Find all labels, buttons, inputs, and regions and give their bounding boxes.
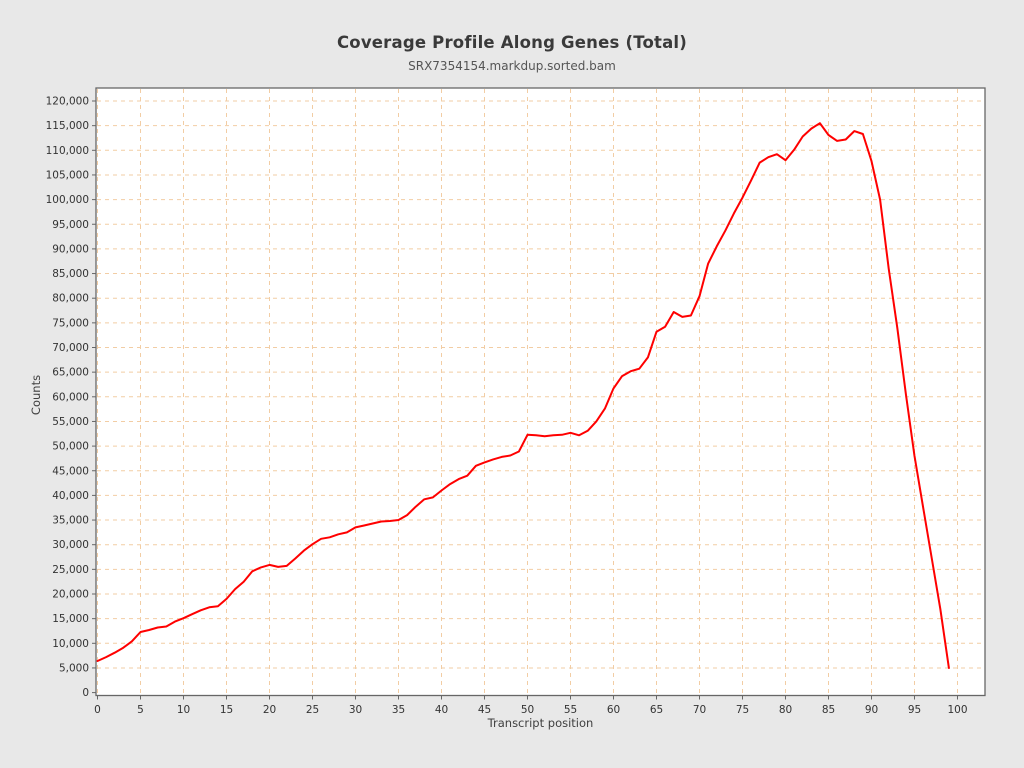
y-tick-label: 110,000 (46, 145, 89, 157)
x-tick-label: 65 (650, 704, 663, 716)
y-tick-label: 60,000 (52, 391, 89, 403)
x-tick-label: 100 (947, 704, 967, 716)
x-tick-label: 70 (693, 704, 706, 716)
y-tick-label: 100,000 (46, 194, 89, 206)
y-tick-label: 50,000 (52, 441, 89, 453)
y-tick-label: 80,000 (52, 293, 89, 305)
y-tick-label: 105,000 (46, 169, 89, 181)
y-tick-label: 115,000 (46, 120, 89, 132)
y-tick-label: 120,000 (46, 96, 89, 108)
y-tick-label: 0 (82, 687, 89, 699)
y-tick-label: 55,000 (52, 416, 89, 428)
x-tick-label: 15 (220, 704, 233, 716)
plot-area (96, 88, 985, 696)
y-axis-label: Counts (29, 374, 43, 416)
x-tick-label: 0 (94, 704, 101, 716)
x-tick-label: 50 (521, 704, 534, 716)
x-tick-label: 10 (177, 704, 190, 716)
y-tick-label: 65,000 (52, 367, 89, 379)
y-tick-label: 90,000 (52, 243, 89, 255)
chart-subtitle: SRX7354154.markdup.sorted.bam (408, 59, 616, 73)
x-axis-label: Transcript position (487, 716, 594, 730)
y-tick-label: 5,000 (59, 662, 89, 674)
x-tick-label: 30 (349, 704, 362, 716)
x-tick-label: 35 (392, 704, 405, 716)
series-line-coverage (96, 122, 950, 669)
x-tick-label: 45 (478, 704, 491, 716)
x-tick-label: 40 (435, 704, 448, 716)
y-tick-label: 95,000 (52, 219, 89, 231)
y-tick-label: 75,000 (52, 317, 89, 329)
y-tick-label: 85,000 (52, 268, 89, 280)
y-tick-label: 40,000 (52, 490, 89, 502)
y-tick-label: 10,000 (52, 638, 89, 650)
x-tick-label: 60 (607, 704, 620, 716)
chart-title: Coverage Profile Along Genes (Total) (336, 33, 688, 52)
x-tick-label: 75 (736, 704, 749, 716)
y-tick-label: 70,000 (52, 342, 89, 354)
y-tick-label: 25,000 (52, 564, 89, 576)
x-tick-label: 80 (779, 704, 792, 716)
y-tick-label: 30,000 (52, 539, 89, 551)
y-tick-label: 35,000 (52, 515, 89, 527)
x-tick-label: 95 (908, 704, 921, 716)
x-tick-label: 5 (137, 704, 144, 716)
x-tick-label: 20 (263, 704, 276, 716)
y-tick-label: 45,000 (52, 465, 89, 477)
x-tick-label: 25 (306, 704, 319, 716)
plot-border (95, 87, 986, 697)
x-tick-label: 90 (865, 704, 878, 716)
y-tick-label: 20,000 (52, 589, 89, 601)
x-tick-label: 55 (564, 704, 577, 716)
y-tick-label: 15,000 (52, 613, 89, 625)
x-tick-label: 85 (822, 704, 835, 716)
